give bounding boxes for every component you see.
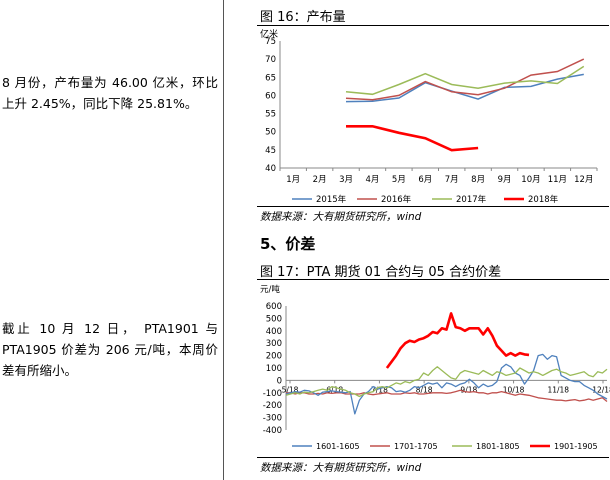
x-tick-label: 6/18 [326, 385, 343, 394]
legend-label: 2017年 [456, 194, 487, 205]
legend-item: 1601-1605 [292, 442, 360, 451]
series-line-2017年 [345, 65, 585, 96]
y-tick-label: 55 [265, 110, 276, 120]
y-tick-label: -400 [263, 426, 282, 436]
figure-17-source: 数据来源：大有期货研究所，wind [260, 462, 422, 474]
legend-item: 2018年 [504, 194, 559, 205]
y-tick-label: 60 [265, 91, 276, 101]
legend-label: 2015年 [316, 194, 347, 205]
figure-16-top-rule [257, 25, 609, 26]
y-tick-label: 0 [277, 376, 282, 386]
legend-label: 1701-1705 [394, 442, 438, 451]
legend-item: 1901-1905 [530, 442, 598, 451]
x-tick-label: 5/18 [282, 385, 299, 394]
left-column: 8 月份，产布量为 46.00 亿米，环比上升 2.45%，同比下降 25.81… [0, 0, 222, 480]
x-tick-label: 9月 [498, 175, 512, 185]
figure-17-top-rule [257, 279, 609, 280]
series-line-2016年 [345, 58, 585, 101]
figure-16-title: 图 16：产布量 [260, 10, 346, 25]
legend-item: 1701-1705 [370, 442, 438, 451]
x-tick-label: 8月 [471, 175, 485, 185]
x-tick-label: 10/18 [503, 385, 525, 394]
y-tick-label: 50 [265, 128, 276, 138]
series-line-1701-1705 [286, 389, 608, 403]
y-tick-label: 75 [265, 37, 276, 47]
series-line-2018年 [346, 125, 479, 152]
x-tick-label: 4月 [365, 175, 379, 185]
y-tick-label: 300 [266, 339, 282, 349]
y-tick-label: 45 [265, 146, 276, 156]
y-tick-label: -200 [263, 401, 282, 411]
legend-label: 2016年 [381, 194, 412, 205]
x-tick-label: 10月 [521, 175, 540, 185]
y-axis-unit: 元/吨 [260, 284, 280, 295]
x-tick-label: 2月 [313, 175, 327, 185]
series-line-1601-1605 [285, 353, 608, 415]
spread-line-chart: 元/吨 -400 -300 -200 -100 0 100 200 300 400 500 600 5/… [260, 284, 610, 451]
figure-17-bottom-rule [257, 457, 609, 458]
production-line-chart: 亿米 40 45 50 55 60 65 70 75 1月 2月 3月 4月 5月 6月 7月 8月 9月 10月 1… [260, 28, 598, 205]
paragraph-spread: 截止 10 月 12 日， PTA1901 与 PTA1905 价差为 206 … [2, 321, 218, 378]
paragraph-production: 8 月份，产布量为 46.00 亿米，环比上升 2.45%，同比下降 25.81… [2, 75, 218, 111]
x-tick-label: 1月 [286, 175, 300, 185]
legend-item: 2015年 [292, 194, 347, 205]
x-tick-label: 11/18 [547, 385, 569, 394]
y-tick-label: 400 [266, 327, 282, 337]
series-line-1901-1905 [385, 312, 530, 369]
x-tick-label: 12/18 [592, 385, 610, 394]
legend-item: 2016年 [357, 194, 412, 205]
y-tick-label: 200 [266, 352, 282, 362]
y-tick-label: -100 [263, 389, 282, 399]
figure-16-bottom-rule [257, 206, 609, 207]
x-tick-label: 12月 [574, 175, 593, 185]
y-axis-unit: 亿米 [260, 28, 278, 40]
y-tick-label: 500 [266, 314, 282, 324]
x-tick-label: 6月 [418, 175, 432, 185]
x-tick-label: 5月 [392, 175, 406, 185]
figure-17-title: 图 17：PTA 期货 01 合约与 05 合约价差 [260, 265, 502, 280]
legend-item: 1801-1805 [452, 442, 520, 451]
y-tick-label: 600 [266, 302, 282, 312]
figure-16-source: 数据来源：大有期货研究所，wind [260, 211, 422, 223]
y-tick-label: 70 [265, 55, 276, 65]
column-divider [223, 0, 224, 480]
x-tick-label: 9/18 [460, 385, 477, 394]
series-line-1801-1805 [285, 366, 608, 398]
y-tick-label: 100 [266, 364, 282, 374]
y-tick-label: -300 [263, 414, 282, 424]
x-tick-label: 3月 [339, 175, 353, 185]
x-tick-label: 8/18 [416, 385, 433, 394]
y-tick-label: 65 [265, 73, 276, 83]
x-tick-label: 11月 [548, 175, 567, 185]
right-column: 图 16：产布量 亿米 40 45 50 55 60 65 70 75 1月 2月 3月 4月 5月 6月 7… [252, 0, 610, 480]
y-tick-label: 40 [265, 164, 276, 174]
x-tick-label: 7/18 [371, 385, 388, 394]
legend-label: 1801-1805 [476, 442, 520, 451]
legend-label: 1601-1605 [316, 442, 360, 451]
legend-item: 2017年 [432, 194, 487, 205]
x-tick-label: 7月 [445, 175, 459, 185]
legend-label: 2018年 [528, 194, 559, 205]
section-title: 5、价差 [260, 235, 316, 253]
legend-label: 1901-1905 [554, 442, 598, 451]
